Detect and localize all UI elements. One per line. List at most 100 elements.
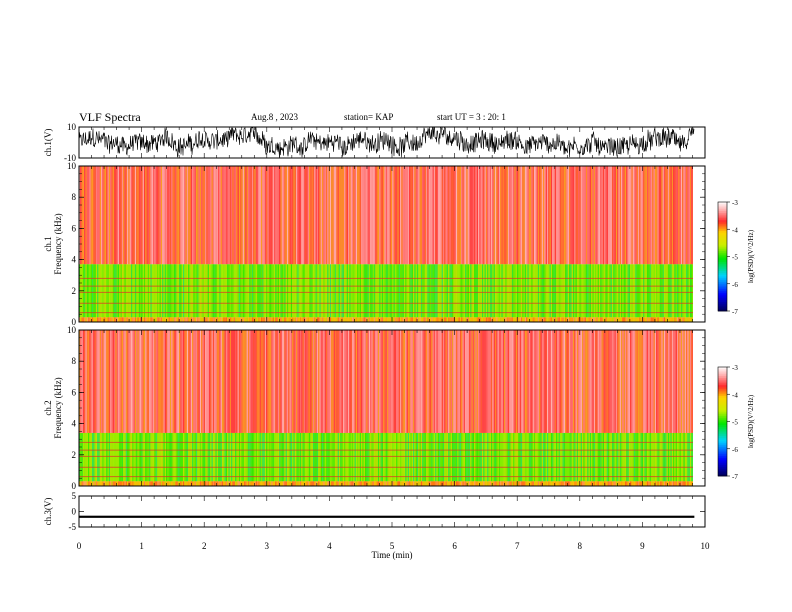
spectrogram-column <box>471 432 473 482</box>
spectrogram-column <box>519 330 521 433</box>
spectrogram-column <box>608 481 610 486</box>
spectrogram-column <box>631 481 633 486</box>
spectrogram-column <box>103 264 105 318</box>
spectrogram-column <box>654 432 656 482</box>
spectrogram-column <box>307 432 309 482</box>
colorbar-cell <box>718 280 727 283</box>
spectrogram-column <box>591 481 593 486</box>
spectrogram-column <box>183 264 185 318</box>
spectrogram-column <box>583 264 585 318</box>
spectrogram-column <box>508 432 510 482</box>
spectrogram-column <box>157 432 159 482</box>
spectrogram-column <box>570 330 572 433</box>
spectrogram-column <box>311 264 313 318</box>
spectrogram-column <box>151 264 153 318</box>
spectrogram-column <box>547 330 549 433</box>
spectrogram-column <box>410 330 412 433</box>
spectrogram-column <box>381 166 383 265</box>
spectrogram-column <box>537 432 539 482</box>
spectrogram-column <box>231 166 233 265</box>
spectrogram-column <box>517 330 519 433</box>
spectrogram-column <box>549 166 551 265</box>
spectrogram-column <box>261 317 263 322</box>
spectrogram-column <box>540 264 542 318</box>
spectrogram-column <box>420 432 422 482</box>
spectrogram-column <box>134 317 136 322</box>
spectrogram-column <box>609 432 611 482</box>
colorbar-cell <box>718 390 727 393</box>
spectrogram-column <box>433 166 435 265</box>
spectrogram-column <box>524 330 526 433</box>
spectrogram-column <box>342 330 344 433</box>
spectrogram-column <box>147 166 149 265</box>
spectrogram-column <box>531 481 533 486</box>
colorbar-cell <box>718 307 727 310</box>
spectrogram-column <box>201 166 203 265</box>
spectrogram-column <box>186 166 188 265</box>
spectrogram-column <box>653 317 655 322</box>
spectrogram-column <box>270 264 272 318</box>
spectrogram-column <box>595 264 597 318</box>
spectrogram-column <box>314 330 316 433</box>
spectrogram-column <box>107 166 109 265</box>
spectrogram-column <box>205 317 207 322</box>
spectrogram-column <box>409 481 411 486</box>
spectrogram-column <box>391 317 393 322</box>
spectrogram-column <box>301 166 303 265</box>
spectrogram-column <box>686 264 688 318</box>
spectrogram-column <box>302 166 304 265</box>
spectrogram-column <box>658 166 660 265</box>
spectrogram-column <box>211 166 213 265</box>
spectrogram-column <box>437 432 439 482</box>
spectrogram-column <box>147 330 149 433</box>
spectrogram-column <box>492 317 494 322</box>
spectrogram-column <box>316 264 318 318</box>
spectrogram-column <box>95 264 97 318</box>
spectrogram-column <box>159 264 161 318</box>
spectrogram-column <box>136 330 138 433</box>
spectrogram-column <box>623 432 625 482</box>
spectrogram-column <box>186 481 188 486</box>
spectrogram-column <box>352 317 354 322</box>
spectrogram-column <box>470 432 472 482</box>
colorbar-cell <box>718 443 727 446</box>
spectrogram-column <box>394 432 396 482</box>
y-tick-label: 6 <box>72 223 77 233</box>
spectrogram-column <box>420 481 422 486</box>
spectrogram-column <box>450 432 452 482</box>
spectrogram-column <box>342 264 344 318</box>
spectrogram-column <box>522 317 524 322</box>
spectrogram-column <box>526 317 528 322</box>
spectrogram-column <box>293 166 295 265</box>
spectrogram-column <box>313 481 315 486</box>
spectrogram-column <box>350 481 352 486</box>
spectrogram-column <box>545 317 547 322</box>
spectrogram-column <box>261 481 263 486</box>
spectrogram-column <box>240 481 242 486</box>
spectrogram-column <box>203 330 205 433</box>
spectrogram-column <box>571 481 573 486</box>
spectrogram-column <box>560 330 562 433</box>
spectrogram-column <box>140 166 142 265</box>
spectrogram-column <box>180 481 182 486</box>
spectrogram-column <box>84 481 86 486</box>
spectrogram-column <box>630 264 632 318</box>
spectrogram-column <box>461 330 463 433</box>
spectrogram-column <box>485 481 487 486</box>
spectrogram-column <box>508 317 510 322</box>
spectrogram-column <box>591 432 593 482</box>
spectrogram-column <box>249 166 251 265</box>
spectrogram-column <box>406 432 408 482</box>
spectrogram-column <box>615 264 617 318</box>
spectrogram-column <box>476 166 478 265</box>
spectrogram-column <box>105 264 107 318</box>
spectrogram-column <box>328 432 330 482</box>
spectrogram-column <box>401 317 403 322</box>
spectrogram-column <box>440 264 442 318</box>
spectrogram-column <box>229 264 231 318</box>
spectrogram-column <box>471 330 473 433</box>
spectrogram-column <box>493 432 495 482</box>
spectrogram-column <box>218 264 220 318</box>
spectrogram-column <box>496 317 498 322</box>
spectrogram-column <box>136 264 138 318</box>
